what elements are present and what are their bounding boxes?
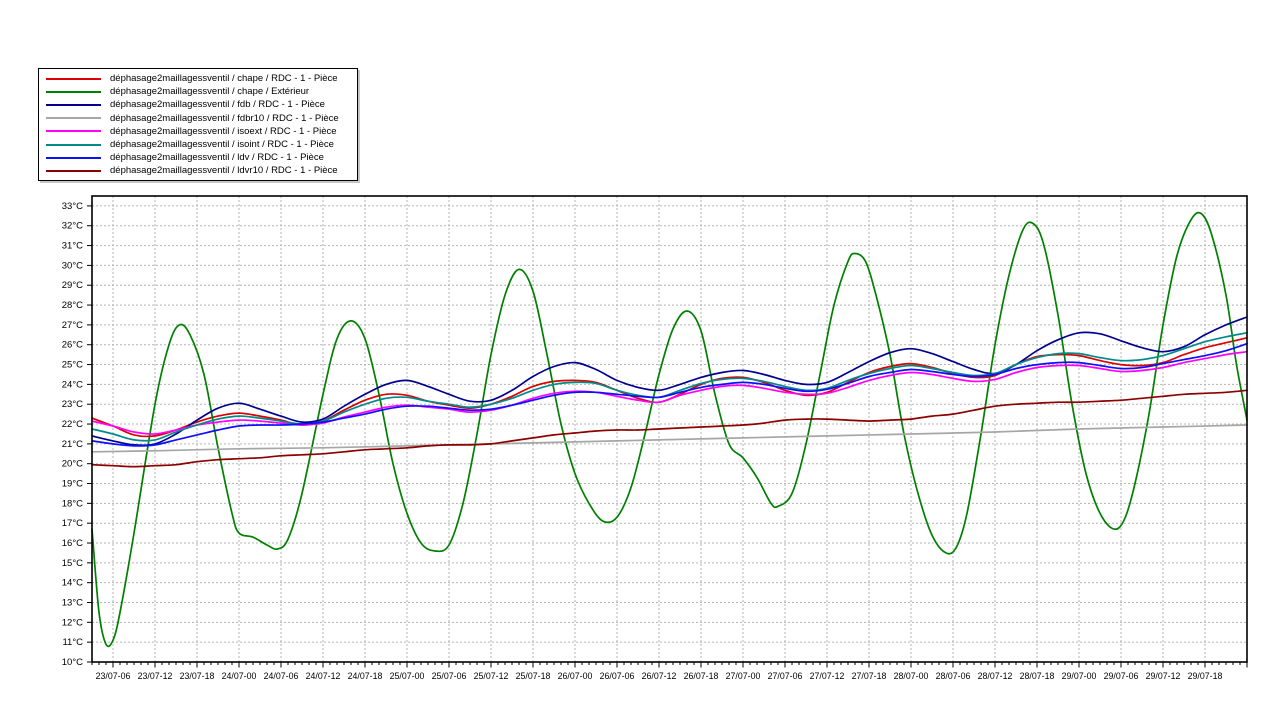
x-tick-label: 28/07-12 bbox=[978, 671, 1013, 681]
legend-label: déphasage2maillagessventil / isoext / RD… bbox=[110, 125, 337, 137]
x-tick-label: 28/07-18 bbox=[1020, 671, 1055, 681]
x-tick-label: 27/07-12 bbox=[810, 671, 845, 681]
legend-item-chape-exterieur: déphasage2maillagessventil / chape / Ext… bbox=[39, 85, 357, 98]
plot-border bbox=[91, 195, 1248, 663]
series-line-ldvr10 bbox=[91, 389, 1248, 468]
y-tick-label: 26°C bbox=[62, 340, 83, 351]
legend-item-ldvr10: déphasage2maillagessventil / ldvr10 / RD… bbox=[39, 164, 357, 177]
y-tick-label: 27°C bbox=[62, 320, 83, 331]
y-tick-label: 29°C bbox=[62, 280, 83, 291]
legend-swatch-chape bbox=[46, 77, 101, 80]
x-tick-label: 28/07-06 bbox=[936, 671, 971, 681]
x-tick-label: 24/07-18 bbox=[348, 671, 383, 681]
y-gridlines bbox=[92, 205, 1247, 643]
x-tick-label: 27/07-06 bbox=[768, 671, 803, 681]
x-tick-label: 24/07-06 bbox=[264, 671, 299, 681]
x-tick-label: 24/07-12 bbox=[306, 671, 341, 681]
legend-item-isoext: déphasage2maillagessventil / isoext / RD… bbox=[39, 125, 357, 138]
legend-swatch-ldv bbox=[46, 156, 101, 159]
legend-swatch-ldvr10 bbox=[46, 169, 101, 172]
y-tick-label: 15°C bbox=[62, 558, 83, 569]
legend-swatch-isoint bbox=[46, 143, 101, 146]
series-line-fdb bbox=[91, 316, 1248, 447]
legend-item-isoint: déphasage2maillagessventil / isoint / RD… bbox=[39, 138, 357, 151]
series-line-chape-exterieur bbox=[91, 211, 1248, 648]
y-tick-label: 24°C bbox=[62, 379, 83, 390]
y-tick-label: 31°C bbox=[62, 241, 83, 252]
x-tick-label: 26/07-18 bbox=[684, 671, 719, 681]
y-tick-label: 30°C bbox=[62, 260, 83, 271]
series-lines bbox=[91, 211, 1248, 648]
legend-swatch-chape-exterieur bbox=[46, 90, 101, 93]
y-tick-label: 22°C bbox=[62, 419, 83, 430]
y-tick-label: 20°C bbox=[62, 459, 83, 470]
y-tick-label: 11°C bbox=[62, 637, 83, 648]
y-tick-label: 17°C bbox=[62, 518, 83, 529]
y-tick-label: 32°C bbox=[62, 221, 83, 232]
legend-label: déphasage2maillagessventil / fdbr10 / RD… bbox=[110, 112, 339, 124]
x-tick-label: 25/07-12 bbox=[474, 671, 509, 681]
x-tick-label: 23/07-18 bbox=[180, 671, 215, 681]
legend-label: déphasage2maillagessventil / isoint / RD… bbox=[110, 139, 334, 151]
x-tick-label: 26/07-12 bbox=[642, 671, 677, 681]
legend-item-ldv: déphasage2maillagessventil / ldv / RDC -… bbox=[39, 151, 357, 164]
x-tick-label: 27/07-00 bbox=[726, 671, 761, 681]
x-tick-label: 29/07-06 bbox=[1104, 671, 1139, 681]
legend-swatch-fdbr10 bbox=[46, 117, 101, 120]
y-tick-label: 14°C bbox=[62, 578, 83, 589]
x-tick-label: 26/07-06 bbox=[600, 671, 635, 681]
x-tick-label: 25/07-00 bbox=[390, 671, 425, 681]
x-tick-label: 23/07-06 bbox=[96, 671, 131, 681]
legend-swatch-fdb bbox=[46, 103, 101, 106]
legend-item-fdb: déphasage2maillagessventil / fdb / RDC -… bbox=[39, 98, 357, 111]
legend-label: déphasage2maillagessventil / ldvr10 / RD… bbox=[110, 165, 338, 177]
x-tick-label: 24/07-00 bbox=[222, 671, 257, 681]
y-tick-label: 18°C bbox=[62, 498, 83, 509]
x-tick-label: 25/07-06 bbox=[432, 671, 467, 681]
x-tick-label: 29/07-12 bbox=[1146, 671, 1181, 681]
x-axis-ticks-and-labels: 23/07-06 23/07-12 23/07-18 24/07-00 24/07-06… bbox=[91, 662, 1248, 681]
chart-legend: déphasage2maillagessventil / chape / RDC… bbox=[38, 68, 358, 181]
y-tick-label: 25°C bbox=[62, 360, 83, 371]
y-tick-label: 13°C bbox=[62, 598, 83, 609]
y-tick-label: 10°C bbox=[62, 657, 83, 668]
legend-item-chape: déphasage2maillagessventil / chape / RDC… bbox=[39, 72, 357, 85]
series-line-ldv bbox=[91, 342, 1248, 447]
y-tick-label: 33°C bbox=[62, 201, 83, 212]
y-tick-label: 28°C bbox=[62, 300, 83, 311]
legend-label: déphasage2maillagessventil / chape / RDC… bbox=[110, 73, 338, 85]
x-tick-label: 29/07-00 bbox=[1062, 671, 1097, 681]
x-tick-label: 27/07-18 bbox=[852, 671, 887, 681]
x-tick-label: 26/07-00 bbox=[558, 671, 593, 681]
legend-item-fdbr10: déphasage2maillagessventil / fdbr10 / RD… bbox=[39, 112, 357, 125]
x-tick-label: 25/07-18 bbox=[516, 671, 551, 681]
y-tick-label: 21°C bbox=[62, 439, 83, 450]
x-tick-label: 28/07-00 bbox=[894, 671, 929, 681]
series-line-isoext bbox=[91, 350, 1248, 435]
series-line-fdbr10 bbox=[91, 424, 1248, 453]
y-tick-label: 16°C bbox=[62, 538, 83, 549]
legend-label: déphasage2maillagessventil / fdb / RDC -… bbox=[110, 99, 325, 111]
y-tick-label: 23°C bbox=[62, 399, 83, 410]
legend-label: déphasage2maillagessventil / ldv / RDC -… bbox=[110, 152, 324, 164]
legend-swatch-isoext bbox=[46, 130, 101, 133]
y-axis-ticks-and-labels: 10°C 11°C 12°C 13°C 14°C 15°C 16°C 17°C 18°C 19°C… bbox=[62, 201, 92, 668]
y-tick-label: 19°C bbox=[62, 479, 83, 490]
y-tick-label: 12°C bbox=[62, 617, 83, 628]
legend-label: déphasage2maillagessventil / chape / Ext… bbox=[110, 86, 310, 98]
x-tick-label: 23/07-12 bbox=[138, 671, 173, 681]
x-tick-label: 29/07-18 bbox=[1188, 671, 1223, 681]
